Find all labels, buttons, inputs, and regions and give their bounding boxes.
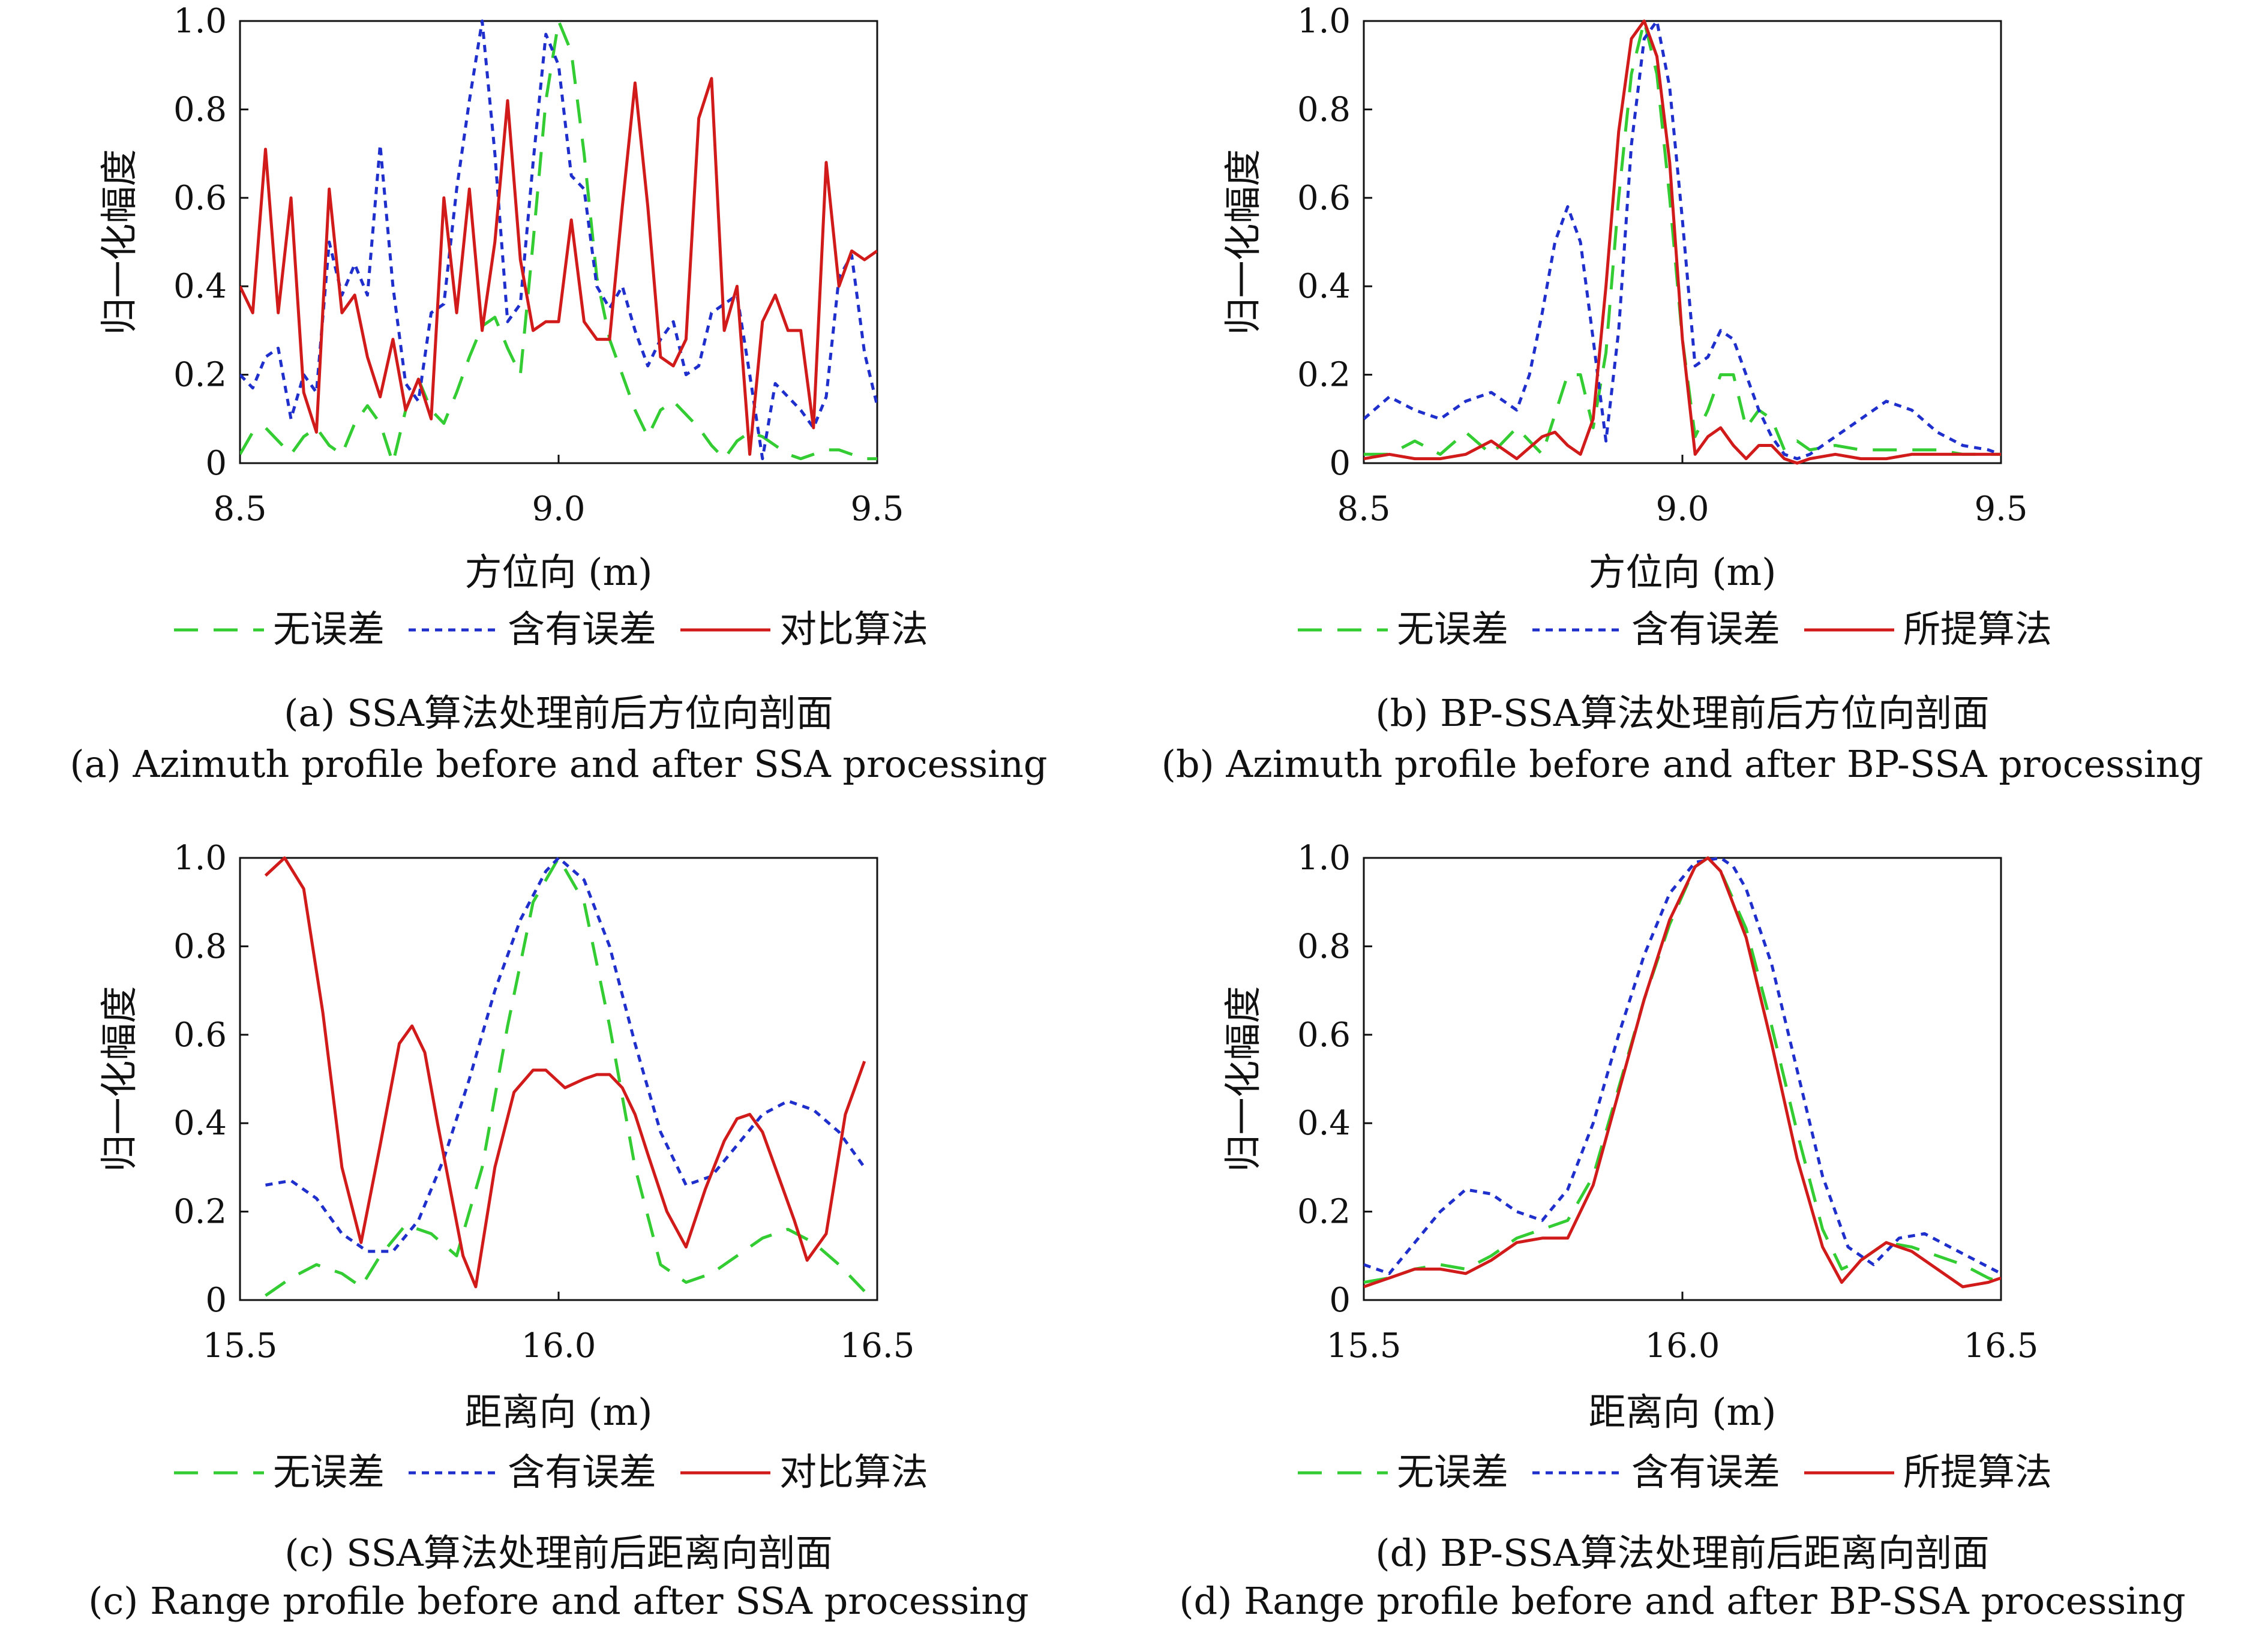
- y-tick-label: 0.2: [1297, 1193, 1351, 1232]
- series-line-2: [240, 19, 877, 461]
- legend-label-2: 含有误差: [508, 1450, 656, 1494]
- series-line-1: [1364, 856, 2001, 1284]
- legend-label-1: 无误差: [1397, 607, 1508, 651]
- y-tick-label: 0.8: [1297, 927, 1351, 966]
- x-tick-label: 16.0: [1645, 1326, 1720, 1365]
- legend: 无误差 含有误差 对比算法: [174, 1450, 928, 1494]
- legend-label-3: 所提算法: [1903, 607, 2052, 651]
- caption-en: (d) Range profile before and after BP-SS…: [1179, 1579, 2185, 1623]
- y-tick-label: 0.6: [1297, 179, 1351, 218]
- x-axis-title: 方位向 (m): [465, 550, 653, 594]
- y-tick-label: 1.0: [173, 2, 227, 41]
- y-tick-label: 0.4: [1297, 267, 1351, 306]
- y-axis-title: 归一化幅度: [97, 986, 141, 1172]
- series-line-3: [264, 856, 866, 1289]
- legend: 无误差 含有误差 所提算法: [1298, 607, 2052, 651]
- x-axis-title: 距离向 (m): [465, 1390, 653, 1434]
- x-tick-label: 15.5: [1327, 1326, 1402, 1365]
- x-tick-label: 16.5: [840, 1326, 915, 1365]
- x-tick-label: 8.5: [213, 490, 266, 529]
- caption-zh: (d) BP-SSA算法处理前后距离向剖面: [1375, 1531, 1989, 1575]
- caption-en: (b) Azimuth profile before and after BP-…: [1162, 742, 2204, 786]
- x-axis-title: 距离向 (m): [1589, 1390, 1777, 1434]
- y-tick-label: 0.6: [173, 179, 227, 218]
- y-tick-label: 1.0: [173, 839, 227, 878]
- series-line-2: [1364, 19, 2001, 461]
- y-tick-label: 0: [205, 1281, 227, 1320]
- legend-label-3: 所提算法: [1903, 1450, 2052, 1494]
- y-tick-label: 0.4: [1297, 1104, 1351, 1143]
- y-tick-label: 0.8: [173, 927, 227, 966]
- x-tick-label: 15.5: [203, 1326, 278, 1365]
- y-tick-label: 1.0: [1297, 2, 1351, 41]
- series-line-2: [265, 856, 866, 1253]
- x-tick-label: 16.0: [521, 1326, 596, 1365]
- legend-label-2: 含有误差: [1631, 1450, 1780, 1494]
- plot-frame: [239, 857, 878, 1301]
- y-axis-title: 归一化幅度: [1221, 149, 1265, 335]
- legend-label-2: 含有误差: [508, 607, 656, 651]
- plot-frame: [1363, 20, 2002, 464]
- series-line-1: [240, 19, 877, 465]
- legend: 无误差 含有误差 对比算法: [174, 607, 928, 651]
- y-tick-label: 0.6: [1297, 1016, 1351, 1055]
- x-axis-title: 方位向 (m): [1589, 550, 1777, 594]
- x-tick-label: 16.5: [1964, 1326, 2039, 1365]
- series-line-3: [240, 77, 877, 456]
- series-line-2: [1364, 856, 2001, 1275]
- legend-label-2: 含有误差: [1631, 607, 1780, 651]
- y-tick-label: 0.2: [173, 356, 227, 395]
- y-tick-label: 0.4: [173, 1104, 227, 1143]
- caption-zh: (c) SSA算法处理前后距离向剖面: [284, 1531, 832, 1575]
- y-axis-title: 归一化幅度: [1221, 986, 1265, 1172]
- legend-label-1: 无误差: [1397, 1450, 1508, 1494]
- caption-zh: (a) SSA算法处理前后方位向剖面: [284, 691, 833, 735]
- legend-label-3: 对比算法: [779, 1450, 928, 1494]
- x-tick-label: 9.0: [1655, 490, 1709, 529]
- x-tick-label: 8.5: [1337, 490, 1390, 529]
- y-tick-label: 0.8: [173, 90, 227, 129]
- legend-label-1: 无误差: [273, 1450, 385, 1494]
- series-line-1: [1364, 19, 2001, 456]
- legend: 无误差 含有误差 所提算法: [1298, 1450, 2052, 1494]
- x-tick-label: 9.0: [532, 490, 585, 529]
- y-tick-label: 0.6: [173, 1016, 227, 1055]
- legend-label-3: 对比算法: [779, 607, 928, 651]
- caption-en: (c) Range profile before and after SSA p…: [88, 1579, 1028, 1623]
- legend-label-1: 无误差: [273, 607, 385, 651]
- y-tick-label: 1.0: [1297, 839, 1351, 878]
- y-tick-label: 0.2: [1297, 356, 1351, 395]
- series-line-1: [265, 856, 866, 1297]
- y-tick-label: 0: [1329, 444, 1351, 483]
- y-tick-label: 0.4: [173, 267, 227, 306]
- plot-frame: [1363, 857, 2002, 1301]
- caption-en: (a) Azimuth profile before and after SSA…: [70, 742, 1047, 786]
- y-tick-label: 0.8: [1297, 90, 1351, 129]
- y-axis-title: 归一化幅度: [97, 149, 141, 335]
- x-tick-label: 9.5: [1974, 490, 2027, 529]
- y-tick-label: 0: [205, 444, 227, 483]
- series-line-3: [1364, 856, 2001, 1289]
- y-tick-label: 0.2: [173, 1193, 227, 1232]
- y-tick-label: 0: [1329, 1281, 1351, 1320]
- series-line-3: [1364, 19, 2001, 465]
- x-tick-label: 9.5: [850, 490, 904, 529]
- caption-zh: (b) BP-SSA算法处理前后方位向剖面: [1375, 691, 1989, 735]
